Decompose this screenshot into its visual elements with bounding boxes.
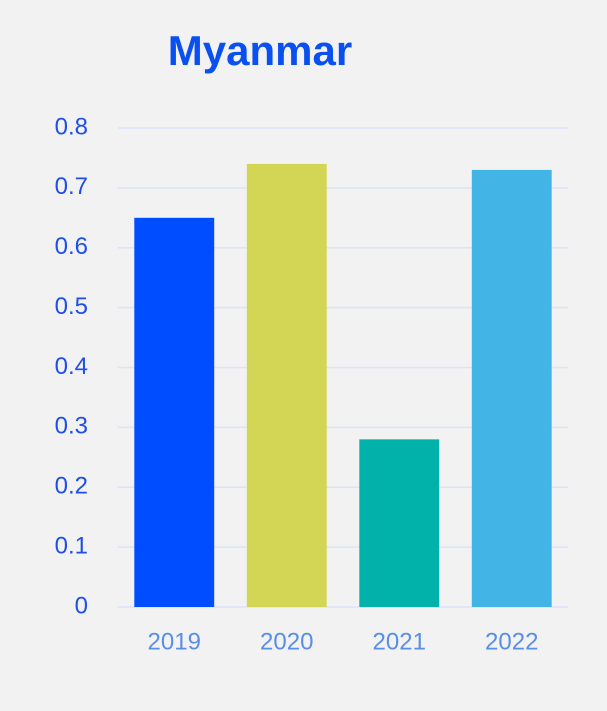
bar [471, 169, 552, 607]
y-tick-label: 0.3 [55, 413, 88, 440]
x-tick-label: 2021 [373, 628, 426, 655]
x-tick-label: 2019 [148, 628, 201, 655]
chart-title: Myanmar [168, 27, 352, 74]
y-tick-label: 0.4 [55, 353, 88, 380]
y-tick-label: 0.5 [55, 293, 88, 320]
bar [134, 217, 215, 607]
y-tick-label: 0.6 [55, 233, 88, 260]
y-tick-label: 0 [75, 592, 88, 619]
y-tick-label: 0.1 [55, 532, 88, 559]
bar [359, 439, 440, 607]
x-tick-label: 2020 [260, 628, 313, 655]
x-tick-label: 2022 [485, 628, 538, 655]
y-tick-label: 0.8 [55, 113, 88, 140]
bar [246, 163, 327, 608]
y-tick-label: 0.2 [55, 473, 88, 500]
y-tick-label: 0.7 [55, 173, 88, 200]
